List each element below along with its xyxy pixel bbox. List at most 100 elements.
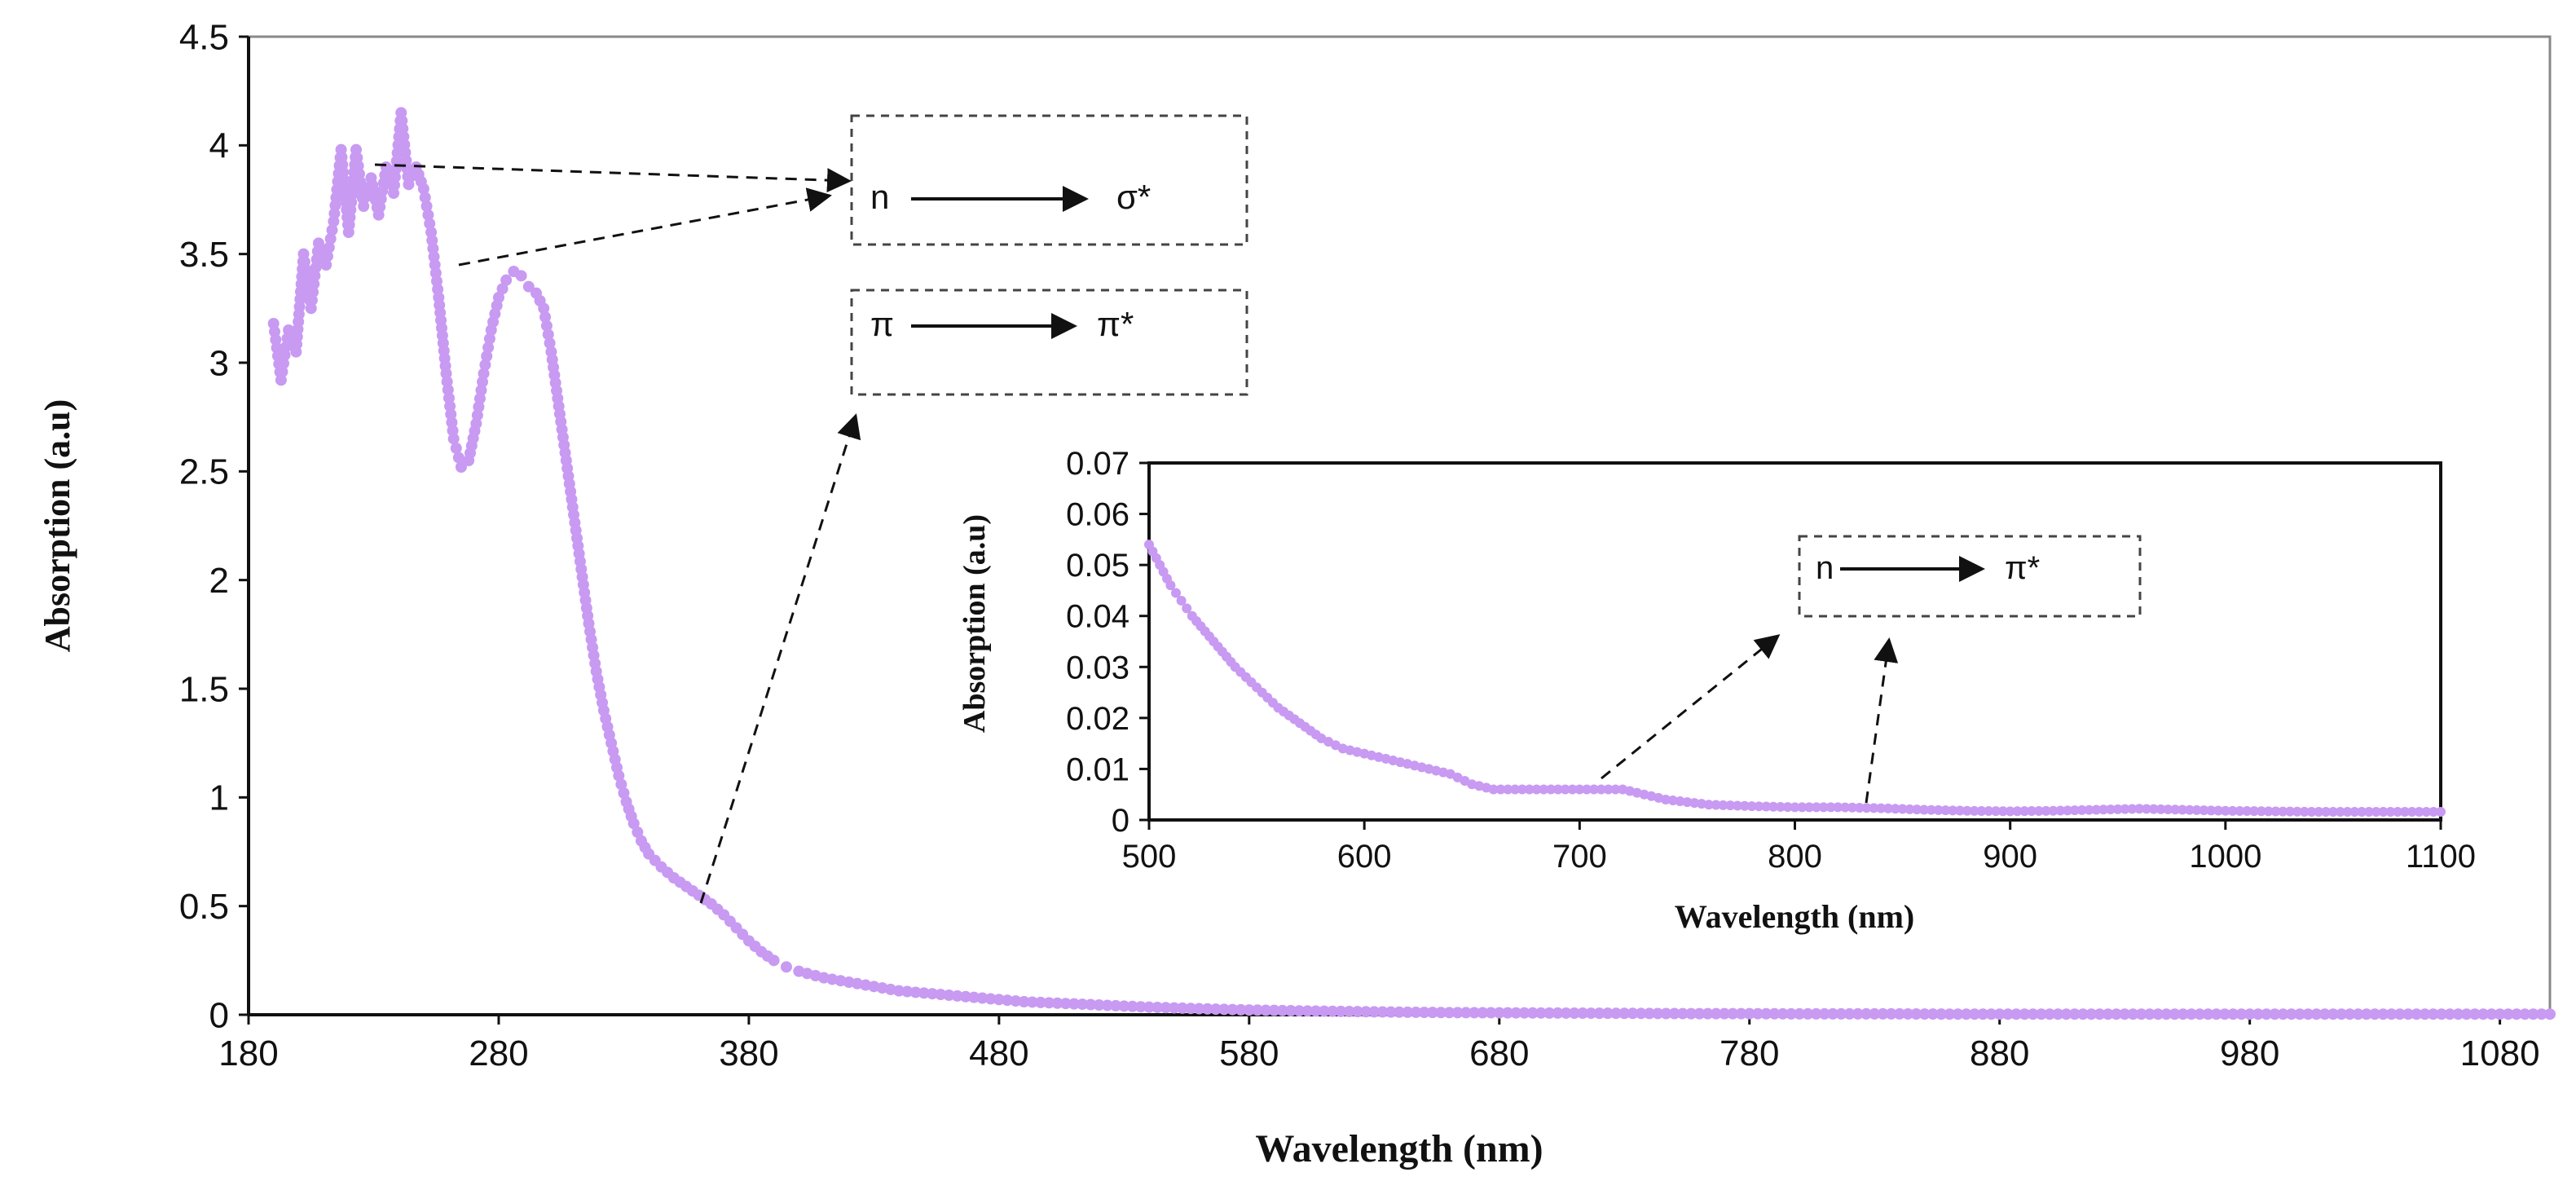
main-data-point-fill [1335,1005,1347,1017]
main-data-point-fill [2435,1008,2447,1020]
main-data-point-fill [1510,1007,1522,1019]
main-data-point-fill [2277,1008,2289,1020]
main-data-point-fill [1010,995,1022,1007]
main-data-point-fill [1268,1004,1280,1016]
main-data-point-fill [1960,1008,1972,1020]
inset-y-tick-label: 0.03 [1066,650,1129,685]
main-data-point-fill [1660,1007,1672,1020]
main-data-point-fill [483,333,495,345]
inset-data-point-fill [1546,784,1557,795]
main-data-point-fill [1676,1007,1689,1020]
main-data-point-fill [1284,1005,1297,1017]
inset-data-point-fill [2148,804,2159,814]
main-data-point [1944,1008,1956,1020]
main-data-point-fill [1035,996,1047,1008]
main-data-point-fill [1601,1007,1614,1020]
main-data-point [1893,1007,1905,1020]
main-data-point-fill [1535,1007,1547,1019]
main-data-point-fill [1869,1007,1881,1020]
main-data-point [1743,1007,1755,1020]
main-data-point-fill [1101,999,1113,1012]
annotation-pi-pi-to: π* [1097,305,1134,343]
main-data-point-fill [2535,1008,2547,1020]
main-y-tick-label: 2.5 [179,452,229,492]
main-data-point [478,368,490,380]
main-x-tick-label: 480 [969,1034,1028,1073]
inset-data-point-fill [1955,805,1966,816]
main-x-tick-label: 180 [218,1034,278,1073]
main-data-point-fill [1502,1007,1514,1019]
annotation-n-pi-pointer-2 [1865,637,1899,804]
inset-data-point-fill [2421,806,2432,817]
inset-data-point-fill [2055,805,2066,816]
inset-data-point-fill [1754,801,1764,812]
inset-x-tick-label: 1100 [2406,839,2476,875]
main-data-point-fill [935,989,947,1001]
inset-data-point-fill [1840,802,1851,813]
main-data-point-fill [2227,1008,2239,1020]
main-data-point-fill [1926,1008,1939,1020]
inset-data-point-fill [2314,806,2324,817]
annotation-n-pi-box [1798,535,2142,618]
inset-data-point-fill [1948,805,1958,816]
main-data-point-fill [2318,1008,2331,1020]
inset-data-point [1746,801,1757,812]
inset-y-tick-label: 0.02 [1066,701,1129,737]
main-data-point-fill [1610,1007,1623,1020]
main-data-point-fill [1735,1007,1747,1020]
main-data-point [1493,1007,1505,1019]
inset-data-point-fill [1517,784,1527,795]
main-data-point [470,417,482,430]
main-data-point-fill [2160,1008,2173,1020]
main-data-point-fill [481,350,493,362]
main-data-point-fill [2119,1008,2131,1020]
main-data-point [2344,1008,2356,1020]
main-data-point [918,987,930,999]
inset-data-point-fill [2428,806,2439,817]
annotation-n-sigma-to: σ* [1116,178,1151,216]
inset-data-point-fill [2033,805,2044,816]
inset-data-point-fill [1940,805,1951,816]
inset-data-point-fill [2227,805,2238,816]
main-data-point-fill [951,989,963,1002]
main-data-point [613,769,625,782]
main-data-point-fill [2210,1008,2222,1020]
inset-data-point-fill [1718,800,1728,810]
main-data-point-fill [2377,1008,2389,1020]
main-data-point-fill [2202,1008,2214,1020]
main-data-point-fill [421,201,433,212]
main-data-point-fill [277,357,289,369]
main-data-point-fill [1426,1007,1438,1019]
main-data-point-fill [544,337,556,349]
main-data-point-fill [475,384,487,396]
inset-x-tick-label: 600 [1337,839,1392,875]
inset-data-point [2177,804,2187,815]
main-x-tick-label: 780 [1720,1034,1779,1073]
inset-data-point [1488,784,1499,795]
main-data-point-fill [1710,1007,1722,1020]
main-data-point-fill [1026,996,1038,1008]
main-data-point-fill [2252,1008,2264,1020]
inset-data-point-fill [1825,802,1836,813]
main-data-point [1794,1007,1806,1020]
main-data-point-fill [450,442,462,454]
inset-data-point-fill [2098,804,2109,815]
main-data-point-fill [1252,1004,1264,1016]
inset-data-point-fill [2378,806,2389,817]
inset-data-point-fill [1991,806,2001,817]
main-data-point-fill [2369,1008,2381,1020]
inset-data-point-fill [2292,806,2302,817]
main-data-point [2094,1008,2106,1020]
main-data-point-fill [1560,1007,1572,1019]
main-data-point [943,989,955,1001]
main-data-point-fill [1577,1007,1589,1020]
main-data-point-fill [482,342,495,354]
main-data-point-fill [1751,1007,1764,1020]
inset-data-point [1165,580,1176,591]
inset-data-point-fill [2242,806,2252,817]
main-data-point-fill [1068,998,1080,1010]
main-data-point-fill [1618,1007,1631,1020]
main-data-point-fill [1126,1000,1138,1012]
main-data-point-fill [1635,1007,1647,1020]
inset-data-point [2134,804,2145,814]
